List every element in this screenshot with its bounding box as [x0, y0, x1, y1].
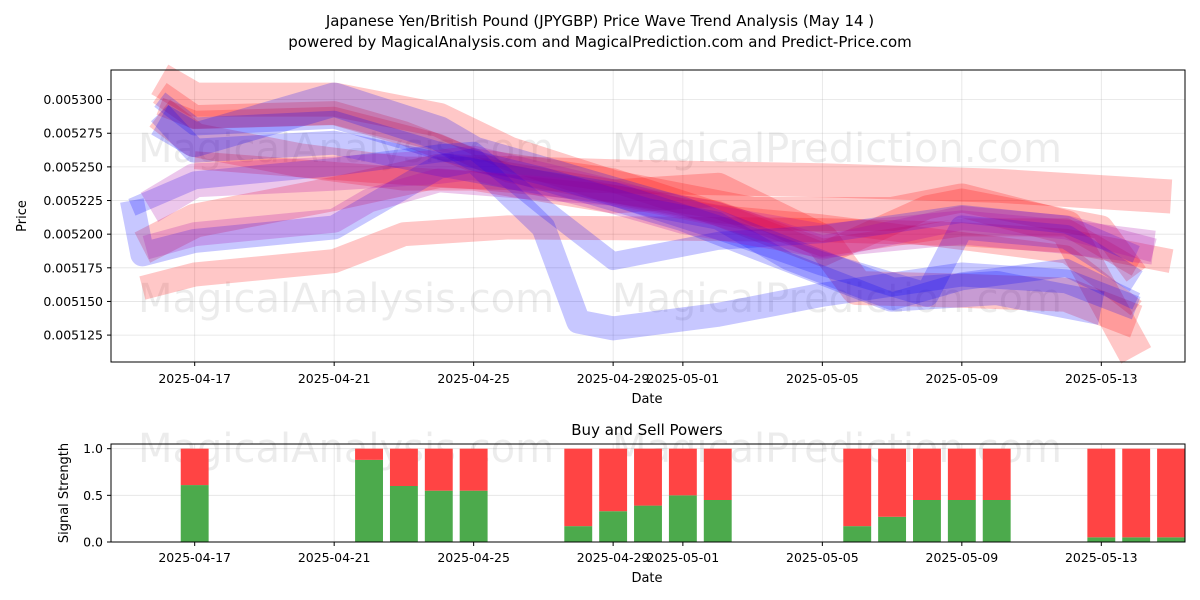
price-wave-band — [194, 151, 1141, 276]
buy-bar — [1087, 537, 1116, 542]
sell-bar — [913, 448, 941, 500]
sell-bar — [1087, 448, 1116, 538]
watermark-text: MagicalPrediction.com — [612, 126, 1062, 172]
sell-bar — [355, 448, 383, 460]
price-wave-band — [139, 215, 1174, 300]
price-wave-band — [152, 83, 1146, 282]
watermark-text: MagicalPrediction.com — [612, 276, 1062, 322]
price-y-tick-label: 0.005150 — [43, 294, 103, 309]
buy-bar — [424, 490, 453, 542]
sell-bar — [424, 448, 453, 491]
signal-x-tick-label: 2025-04-25 — [437, 550, 510, 565]
price-y-tick-label: 0.005125 — [43, 328, 103, 343]
price-y-tick-label: 0.005250 — [43, 159, 103, 174]
price-wave-band — [151, 104, 1143, 307]
price-wave-band — [149, 99, 1143, 338]
signal-x-tick-label: 2025-04-21 — [298, 550, 371, 565]
price-y-tick-label: 0.005275 — [43, 126, 103, 141]
signal-x-axis-label: Date — [631, 571, 662, 586]
sell-bar — [703, 448, 732, 500]
buy-bar — [982, 500, 1011, 542]
buy-bar — [459, 490, 488, 542]
chart-title-line2: powered by MagicalAnalysis.com and Magic… — [288, 33, 912, 51]
price-wave-band — [154, 92, 1141, 311]
price-wave-band — [128, 141, 1140, 271]
signal-x-ticks: 2025-04-17 2025-04-21 2025-04-25 2025-04-29… — [158, 542, 1138, 565]
buy-bar — [703, 500, 732, 542]
price-wave-band — [120, 148, 1141, 341]
price-gridlines — [111, 70, 1185, 362]
signal-chart-title: Buy and Sell Powers — [571, 421, 723, 439]
buy-bar — [1122, 537, 1151, 542]
signal-y-tick-label: 0.5 — [83, 488, 103, 503]
price-wave-band — [142, 168, 1157, 262]
price-wave-band — [156, 97, 1142, 316]
buy-bar — [355, 459, 383, 542]
signal-x-tick-label: 2025-05-01 — [647, 550, 720, 565]
buy-bar — [599, 511, 628, 542]
signal-x-tick-label: 2025-04-29 — [577, 550, 650, 565]
buy-bar — [668, 495, 697, 542]
price-x-tick-label: 2025-05-13 — [1065, 371, 1138, 386]
signal-x-tick-label: 2025-05-05 — [786, 550, 859, 565]
sell-bar — [947, 448, 976, 500]
signal-y-tick-label: 0.0 — [83, 535, 103, 550]
buy-bar — [634, 505, 662, 542]
sell-bar — [843, 448, 872, 527]
signal-y-ticks: 0.0 0.5 1.0 — [83, 441, 111, 550]
price-x-tick-label: 2025-04-17 — [158, 371, 231, 386]
buy-bar — [389, 486, 418, 542]
signal-plot-frame — [110, 443, 1186, 543]
price-x-tick-label: 2025-04-21 — [298, 371, 371, 386]
price-wave-band — [134, 153, 1173, 263]
signal-x-tick-label: 2025-04-17 — [158, 550, 231, 565]
price-x-tick-label: 2025-05-05 — [786, 371, 859, 386]
price-x-axis-label: Date — [631, 392, 662, 407]
sell-bar — [668, 448, 697, 496]
sell-bar — [1122, 448, 1151, 538]
buy-bar — [947, 500, 976, 542]
chart-title-line1: Japanese Yen/British Pound (JPYGBP) Pric… — [325, 12, 874, 30]
price-wave-series — [120, 64, 1174, 364]
price-y-ticks: 0.005125 0.005150 0.005175 0.005200 0.005225… — [43, 92, 111, 343]
price-x-tick-label: 2025-04-29 — [577, 371, 650, 386]
sell-bar — [389, 448, 418, 486]
price-x-ticks: 2025-04-17 2025-04-21 2025-04-25 2025-04-29… — [158, 362, 1138, 386]
price-wave-band — [151, 64, 1152, 364]
buy-bar — [843, 526, 872, 542]
price-y-tick-label: 0.005175 — [43, 260, 103, 275]
sell-bar — [982, 448, 1011, 500]
price-x-tick-label: 2025-04-25 — [437, 371, 510, 386]
buy-bar — [913, 500, 941, 542]
price-wave-band — [151, 82, 1105, 325]
sell-bar — [180, 448, 209, 486]
signal-x-tick-label: 2025-05-13 — [1065, 550, 1138, 565]
sell-bar — [599, 448, 628, 512]
signal-x-tick-label: 2025-05-09 — [926, 550, 999, 565]
price-watermarks: MagicalAnalysis.com MagicalPrediction.com… — [138, 126, 1062, 322]
sell-bar — [634, 448, 662, 506]
sell-bar — [878, 448, 907, 517]
sell-bar — [459, 448, 488, 491]
sell-bar — [564, 448, 593, 527]
buy-bar — [1157, 537, 1185, 542]
price-y-tick-label: 0.005300 — [43, 92, 103, 107]
buy-bar — [564, 526, 593, 542]
signal-y-tick-label: 1.0 — [83, 441, 103, 456]
price-x-tick-label: 2025-05-01 — [647, 371, 720, 386]
signal-bars — [180, 448, 1185, 542]
price-y-axis-label: Price — [15, 200, 30, 232]
price-x-tick-label: 2025-05-09 — [926, 371, 999, 386]
price-y-tick-label: 0.005225 — [43, 193, 103, 208]
buy-bar — [180, 485, 209, 542]
signal-y-axis-label: Signal Strength — [57, 443, 72, 543]
buy-bar — [878, 516, 907, 542]
price-y-tick-label: 0.005200 — [43, 227, 103, 242]
watermark-text: MagicalAnalysis.com — [138, 126, 554, 172]
price-wave-band — [140, 145, 1156, 265]
price-plot-frame — [110, 69, 1186, 363]
watermark-text: MagicalAnalysis.com — [138, 276, 554, 322]
sell-bar — [1157, 448, 1185, 538]
